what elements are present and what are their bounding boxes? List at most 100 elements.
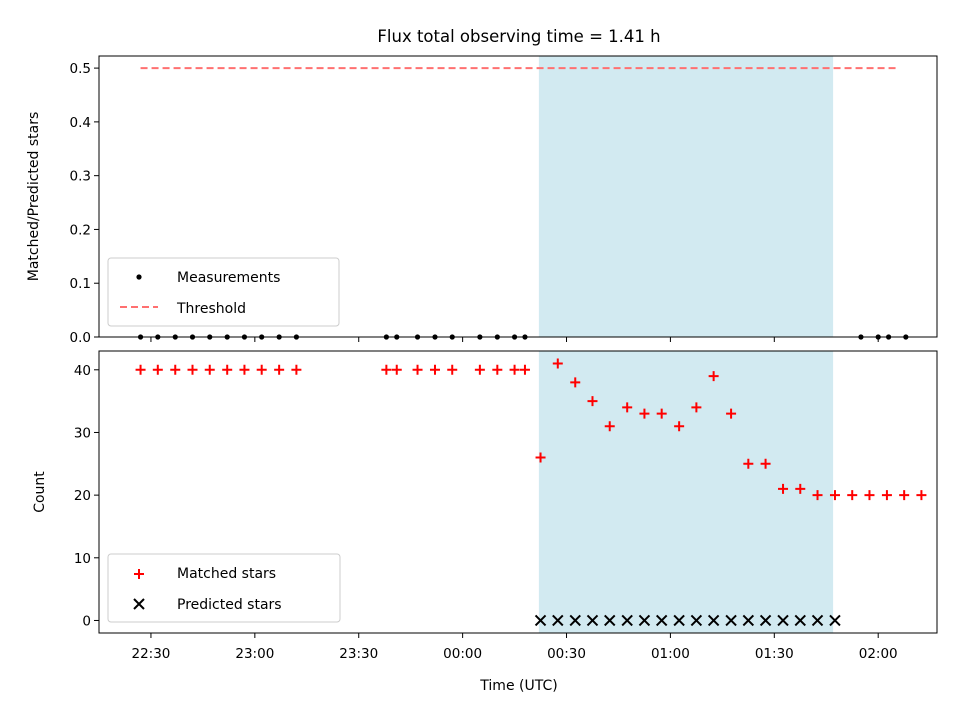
bottom-y-ticks: 0 10 20 30 40: [74, 363, 99, 629]
chart-title: Flux total observing time = 1.41 h: [377, 27, 660, 46]
predicted-star-point: [569, 614, 581, 627]
matched-star-point: [604, 421, 615, 432]
predicted-star-point: [759, 614, 772, 627]
bottom-x-ticks: 22:30 23:00 23:30 00:00 00:30 01:00 01:30 02:00: [131, 633, 898, 662]
matched-star-point: [535, 452, 546, 463]
matched-star-point: [474, 364, 485, 375]
matched-star-point: [726, 408, 737, 419]
y-tick-label: 0.2: [70, 222, 91, 238]
x-axis-label: Time (UTC): [479, 678, 557, 694]
matched-star-point: [899, 490, 910, 501]
legend-threshold-label: Threshold: [176, 301, 246, 317]
top-panel: 0.0 0.1 0.2 0.3 0.4 0.5 Matched/Predicted sta…: [26, 55, 938, 346]
x-tick-label: 00:30: [547, 646, 586, 662]
matched-stars-points: [135, 358, 927, 501]
predicted-star-point: [777, 614, 789, 627]
top-y-axis-label: Matched/Predicted stars: [26, 112, 42, 282]
bottom-y-axis-label: Count: [32, 471, 48, 513]
y-tick-label: 0.1: [70, 276, 91, 292]
matched-star-point: [795, 483, 806, 494]
predicted-star-point: [534, 614, 547, 627]
predicted-star-point: [586, 614, 599, 627]
predicted-star-point: [707, 614, 720, 627]
y-tick-label: 0.5: [70, 61, 91, 77]
predicted-star-point: [811, 614, 824, 627]
matched-star-point: [381, 364, 392, 375]
bottom-panel: 0 10 20 30 40 22:30 23:00 23:30 00:00 00:30 01:00…: [32, 350, 938, 694]
bottom-highlight-span: [538, 351, 834, 633]
matched-star-point: [391, 364, 402, 375]
matched-star-point: [429, 364, 440, 375]
predicted-star-point: [794, 614, 806, 627]
matched-star-point: [509, 364, 520, 375]
predicted-star-point: [725, 614, 737, 627]
predicted-star-point: [673, 614, 685, 627]
predicted-star-point: [690, 614, 703, 627]
matched-star-point: [552, 358, 563, 369]
y-tick-label: 0.4: [70, 115, 91, 131]
legend-measurements-label: Measurements: [177, 270, 280, 286]
matched-star-point: [204, 364, 215, 375]
y-tick-label: 10: [74, 551, 91, 567]
matched-star-point: [847, 490, 858, 501]
matched-star-point: [222, 364, 233, 375]
predicted-star-point: [621, 614, 633, 627]
predicted-star-point: [552, 614, 564, 627]
x-tick-label: 02:00: [859, 646, 898, 662]
matched-star-point: [135, 364, 146, 375]
x-tick-label: 00:00: [443, 646, 482, 662]
predicted-star-point: [638, 614, 651, 627]
top-legend-box: [107, 257, 340, 327]
matched-star-point: [691, 402, 702, 413]
y-tick-label: 20: [74, 488, 91, 504]
matched-star-point: [152, 364, 163, 375]
matched-star-point: [256, 364, 267, 375]
y-tick-label: 40: [74, 363, 91, 379]
matched-star-point: [291, 364, 302, 375]
matched-star-point: [916, 490, 927, 501]
matched-star-point: [743, 458, 754, 469]
top-plot-frame: [98, 55, 938, 338]
matched-star-point: [492, 364, 503, 375]
matched-star-point: [622, 402, 633, 413]
bottom-legend-box: [107, 553, 341, 623]
x-tick-label: 23:00: [235, 646, 274, 662]
matched-star-point: [829, 490, 840, 501]
predicted-star-point: [655, 614, 668, 627]
x-tick-label: 22:30: [131, 646, 170, 662]
matched-star-point: [708, 371, 719, 382]
predicted-stars-points: [534, 614, 841, 627]
matched-star-point: [412, 364, 423, 375]
matched-star-point: [187, 364, 198, 375]
matched-star-point: [170, 364, 181, 375]
matched-star-point: [760, 458, 771, 469]
bottom-plot-frame: [98, 350, 938, 634]
matched-star-point: [812, 490, 823, 501]
matched-star-point: [674, 421, 685, 432]
matched-star-point: [447, 364, 458, 375]
top-legend: Measurements Threshold: [107, 257, 340, 327]
top-y-ticks: 0.0 0.1 0.2 0.3 0.4 0.5: [70, 61, 99, 346]
top-highlight-span: [538, 56, 834, 337]
matched-star-point: [881, 490, 892, 501]
matched-star-point: [570, 377, 581, 388]
x-tick-label: 01:30: [755, 646, 794, 662]
bottom-legend: Matched stars Predicted stars: [107, 553, 341, 623]
predicted-star-point: [829, 614, 841, 627]
matched-star-point: [274, 364, 285, 375]
x-tick-label: 01:00: [651, 646, 690, 662]
matched-star-point: [639, 408, 650, 419]
matched-star-point: [656, 408, 667, 419]
predicted-star-point: [742, 614, 755, 627]
matched-star-point: [519, 364, 530, 375]
legend-predicted-label: Predicted stars: [177, 597, 282, 613]
legend-predicted-marker: [133, 598, 145, 610]
y-tick-label: 0: [82, 613, 91, 629]
predicted-star-point: [604, 614, 616, 627]
matched-star-point: [239, 364, 250, 375]
legend-measurements-marker: [136, 274, 142, 280]
matched-star-point: [778, 483, 789, 494]
legend-matched-label: Matched stars: [177, 566, 276, 582]
y-tick-label: 0.0: [70, 330, 91, 346]
